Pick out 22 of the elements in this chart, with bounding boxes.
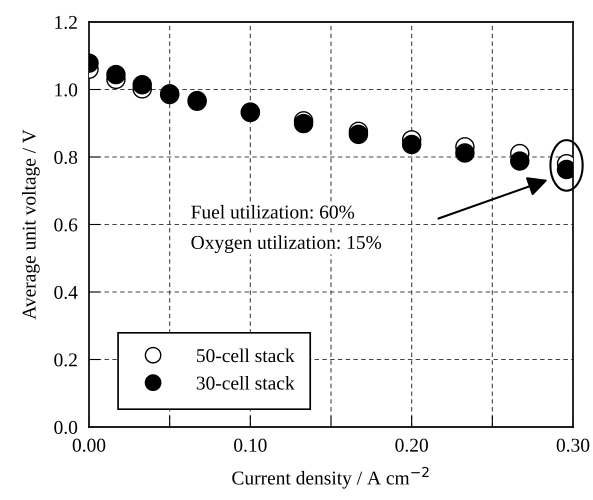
x-tick-label: 0.20 <box>395 438 428 452</box>
y-tick-label: 0.4 <box>54 286 78 300</box>
legend-label: 30-cell stack <box>196 376 295 390</box>
point <box>106 64 126 84</box>
y-axis-title: Average unit voltage / V <box>22 129 40 320</box>
legend-label: 50-cell stack <box>196 348 295 362</box>
point <box>132 75 152 94</box>
y-tick-label: 1.2 <box>55 16 77 30</box>
y-tick-label: 1.0 <box>55 83 78 97</box>
x-axis-title: Current density / A cm$^{−2}$ <box>232 466 429 489</box>
y-tick-label: 0.8 <box>54 150 78 164</box>
x-tick-label: 0.30 <box>556 438 590 452</box>
annotation: Fuel utilization: 60% <box>191 204 354 219</box>
y-tick-label: 0.2 <box>54 353 77 367</box>
point <box>455 143 475 163</box>
x-tick-label: 0.00 <box>72 438 106 452</box>
point <box>402 134 422 154</box>
y-tick-label: 0.0 <box>54 420 78 434</box>
annotation: Oxygen utilization: 15% <box>191 235 382 253</box>
point <box>510 151 530 171</box>
x-tick-label: 0.10 <box>234 438 267 452</box>
y-tick-label: 0.6 <box>54 218 78 232</box>
